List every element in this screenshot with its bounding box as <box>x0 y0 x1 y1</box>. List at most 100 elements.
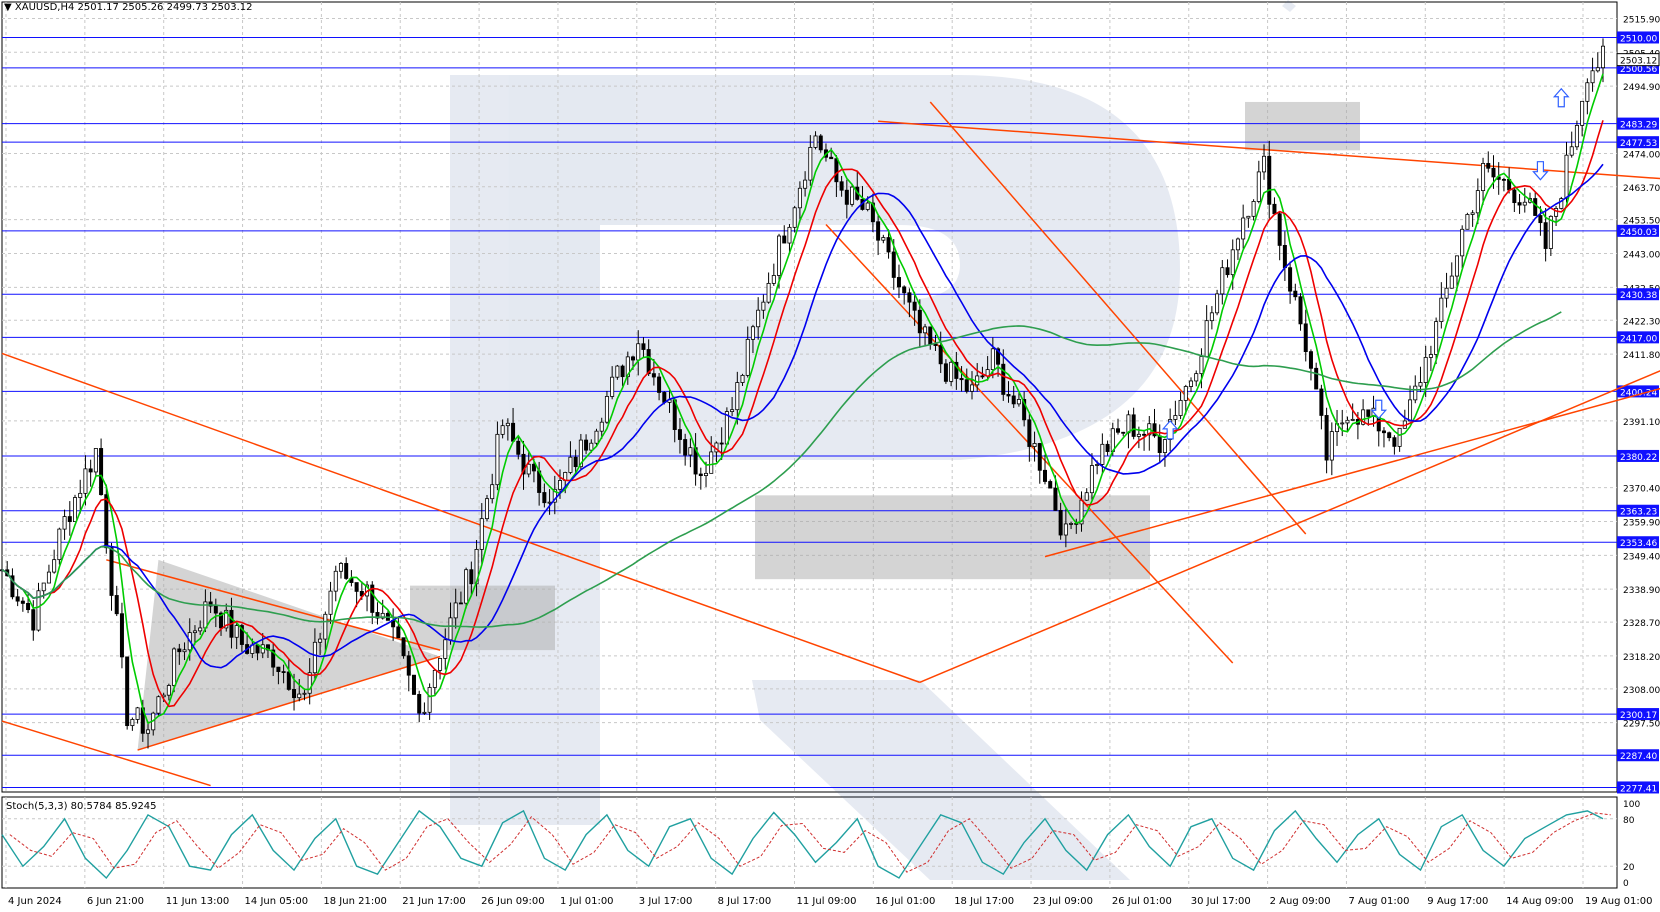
candle-body <box>83 468 88 494</box>
x-axis-label: 11 Jul 09:00 <box>797 896 857 907</box>
candle-body <box>980 375 985 378</box>
candle-body <box>125 656 130 727</box>
candle-body <box>886 237 891 253</box>
candle-body <box>969 384 974 392</box>
candle-body <box>511 422 516 442</box>
candle-body <box>912 301 917 311</box>
trend-line <box>1 720 211 787</box>
candle-body <box>631 356 636 361</box>
candle-body <box>328 590 333 615</box>
candle-body <box>1006 394 1011 397</box>
candle-body <box>1517 202 1522 206</box>
watermark-bowl <box>600 75 1180 460</box>
candle-body <box>917 309 922 334</box>
candle-body <box>1022 399 1027 421</box>
candle-body <box>719 442 724 445</box>
price-level-value: 2287.40 <box>1620 752 1657 762</box>
candle-body <box>610 376 615 397</box>
candle-body <box>62 516 67 530</box>
collapse-triangle-icon[interactable]: ▼ <box>4 2 12 13</box>
candle-body <box>1131 414 1136 437</box>
candle-body <box>1204 320 1209 357</box>
candle-body <box>1256 171 1261 202</box>
candle-body <box>1251 201 1256 217</box>
y-axis-tick-label: 2328.70 <box>1623 619 1660 629</box>
price-level-badge <box>1617 224 1659 237</box>
candle-body <box>657 376 662 393</box>
candle-body <box>813 135 818 148</box>
candle-body <box>1173 415 1178 420</box>
candle-body <box>380 612 385 619</box>
candle-body <box>938 345 943 365</box>
candle-body <box>688 447 693 456</box>
candle-body <box>1345 419 1350 424</box>
candle-body <box>740 374 745 383</box>
candle-body <box>1548 215 1553 249</box>
candle-body <box>1501 178 1506 181</box>
stochastic-label: Stoch(5,3,3) 80.5784 85.9245 <box>6 801 157 812</box>
trend-line <box>919 370 1660 684</box>
candle-body <box>792 207 797 228</box>
candle-body <box>1178 399 1183 416</box>
candle-body <box>1189 380 1194 387</box>
candle-body <box>1157 435 1162 453</box>
candle-body <box>1142 433 1147 436</box>
candle-body <box>1063 523 1068 536</box>
ma-slow-line <box>1 163 1604 669</box>
candle-body <box>297 693 302 699</box>
candle-body <box>469 569 474 585</box>
up-arrow-icon <box>1552 87 1570 108</box>
candle-body <box>933 343 938 346</box>
candle-body <box>458 602 463 605</box>
candle-body <box>166 685 171 696</box>
candle-body <box>417 694 422 714</box>
candle-body <box>1162 439 1167 453</box>
candle-body <box>1126 414 1131 434</box>
stoch-level-label: 80 <box>1623 816 1635 826</box>
candle-body <box>20 600 25 604</box>
candle-body <box>1116 428 1121 433</box>
candle-body <box>1298 296 1303 325</box>
candle-body <box>1444 287 1449 299</box>
candle-body <box>954 361 959 379</box>
candle-body <box>662 392 667 403</box>
candle-body <box>500 425 505 435</box>
candle-body <box>771 275 776 284</box>
candle-body <box>36 590 41 631</box>
x-axis-label: 14 Jun 05:00 <box>245 896 309 907</box>
candle-body <box>599 421 604 432</box>
candle-body <box>526 463 531 475</box>
candle-body <box>1381 430 1386 434</box>
price-level-badge <box>1617 536 1659 549</box>
candle-body <box>1288 267 1293 292</box>
candle-body <box>1293 290 1298 298</box>
candle-body <box>730 409 735 412</box>
y-axis-tick-label: 2474.00 <box>1623 151 1660 161</box>
candle-body <box>119 613 124 658</box>
candle-body <box>239 625 244 645</box>
candle-body <box>234 625 239 638</box>
candle-body <box>521 453 526 475</box>
price-level-badge <box>1617 781 1659 794</box>
candle-body <box>1439 297 1444 323</box>
x-axis-label: 26 Jun 09:00 <box>481 896 545 907</box>
price-level-badge <box>1617 749 1659 762</box>
candle-body <box>495 433 500 486</box>
candle-body <box>10 575 15 598</box>
trend-line <box>137 655 441 751</box>
price-level-badge <box>1617 449 1659 462</box>
candle-body <box>1428 354 1433 358</box>
candle-body <box>1470 212 1475 215</box>
candles <box>0 38 1606 749</box>
candle-body <box>1282 245 1287 269</box>
candle-body <box>219 612 224 629</box>
candle-body <box>865 202 870 210</box>
trend-line <box>929 101 1307 535</box>
candle-body <box>422 711 427 714</box>
candle-body <box>1241 217 1246 240</box>
candle-body <box>1590 70 1595 84</box>
x-axis-label: 21 Jun 17:00 <box>402 896 466 907</box>
price-level-value: 2277.41 <box>1620 784 1657 794</box>
